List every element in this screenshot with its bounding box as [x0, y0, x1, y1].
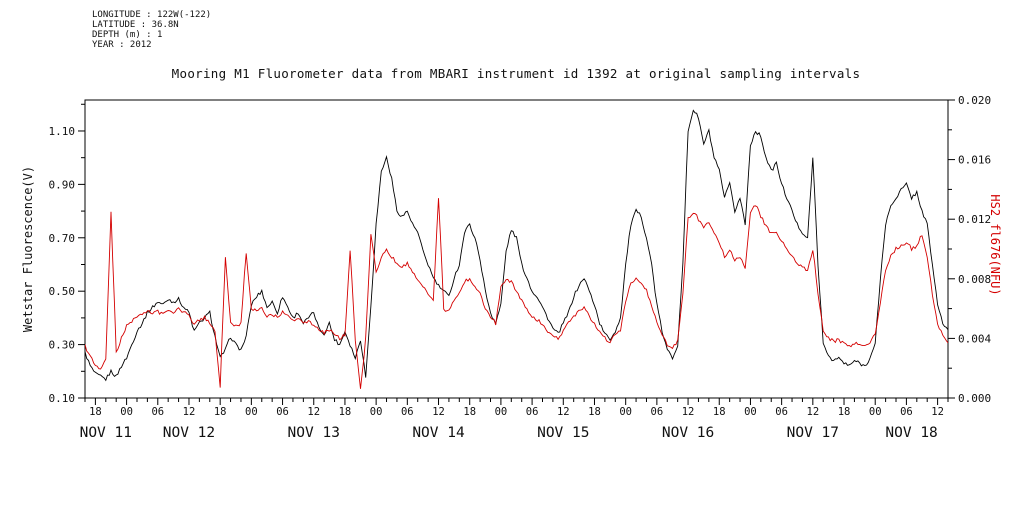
right-axis-tick-label: 0.020: [958, 94, 991, 107]
x-axis-hour-label: 12: [931, 406, 944, 418]
left-axis-tick-label: 1.10: [49, 125, 76, 138]
right-axis-tick-label: 0.008: [958, 273, 991, 286]
right-axis-tick-label: 0.016: [958, 154, 991, 167]
plot-area: 0.10 0.30 0.50 0.70 0.90 1.10 0.000 0.004 0.008 0…: [49, 94, 992, 441]
x-axis-hour-label: 06: [401, 406, 414, 418]
x-axis-hour-label: 18: [838, 406, 851, 418]
left-axis-tick-label: 0.30: [49, 339, 76, 352]
left-axis-tick-label: 0.90: [49, 178, 76, 191]
x-axis-hour-label: 12: [307, 406, 320, 418]
x-axis-hour-label: 06: [276, 406, 289, 418]
x-axis-date-label: NOV 16: [662, 425, 714, 441]
x-axis-hour-label: 12: [682, 406, 695, 418]
x-axis-hour-label: 18: [214, 406, 227, 418]
plot-frame: [84, 99, 949, 399]
right-axis-tick-label: 0.004: [958, 332, 991, 345]
x-axis-hour-label: 12: [557, 406, 570, 418]
x-axis-hour-label: 00: [370, 406, 383, 418]
x-axis-date-label: NOV 14: [412, 425, 465, 441]
x-axis-date-label: NOV 15: [537, 425, 589, 441]
series-line-wetstar-fluorescence: [85, 109, 948, 382]
x-axis-date-label: NOV 17: [787, 425, 839, 441]
x-axis-hour-label: 00: [869, 406, 882, 418]
x-axis-hour-label: 18: [339, 406, 352, 418]
x-axis-hour-label: 18: [588, 406, 601, 418]
right-axis-tick-label: 0.000: [958, 392, 991, 405]
right-axis-title: HS2 fl676(NFU): [988, 194, 1002, 295]
x-axis-hour-label: 00: [120, 406, 133, 418]
x-axis-hour-label: 06: [775, 406, 788, 418]
x-axis-hour-label: 12: [183, 406, 196, 418]
x-axis-date-label: NOV 13: [288, 425, 340, 441]
x-axis-hour-label: 00: [495, 406, 508, 418]
left-axis-title: Wetstar Fluorescence(V): [21, 166, 35, 332]
right-axis-tick-label: 0.012: [958, 213, 991, 226]
meta-year: YEAR : 2012: [92, 40, 152, 50]
x-axis-hour-label: 12: [807, 406, 820, 418]
x-axis-hour-label: 12: [432, 406, 445, 418]
meta-latitude: LATITUDE : 36.8N: [92, 20, 179, 30]
x-axis-date-label: NOV 12: [163, 425, 215, 441]
x-axis-hour-label: 06: [651, 406, 664, 418]
x-axis-hour-label: 18: [713, 406, 726, 418]
chart-title: Mooring M1 Fluorometer data from MBARI i…: [172, 66, 861, 81]
left-axis-tick-label: 0.10: [49, 392, 76, 405]
series-line-hs2-fl676: [85, 198, 948, 389]
left-axis-tick-label: 0.70: [49, 232, 76, 245]
x-axis-hour-label: 06: [900, 406, 913, 418]
x-axis-hour-label: 00: [744, 406, 757, 418]
meta-longitude: LONGITUDE : 122W(-122): [92, 10, 211, 20]
x-axis-hour-label: 00: [245, 406, 258, 418]
x-axis-hour-label: 06: [526, 406, 539, 418]
x-axis-hour-label: 18: [89, 406, 102, 418]
x-axis-hour-label: 06: [151, 406, 164, 418]
x-axis-date-label: NOV 18: [885, 425, 937, 441]
x-axis-date-label: NOV 11: [80, 425, 132, 441]
x-axis-hour-label: 00: [619, 406, 632, 418]
left-axis-tick-label: 0.50: [49, 285, 76, 298]
meta-depth: DEPTH (m) : 1: [92, 30, 162, 40]
x-axis-hour-label: 18: [463, 406, 476, 418]
